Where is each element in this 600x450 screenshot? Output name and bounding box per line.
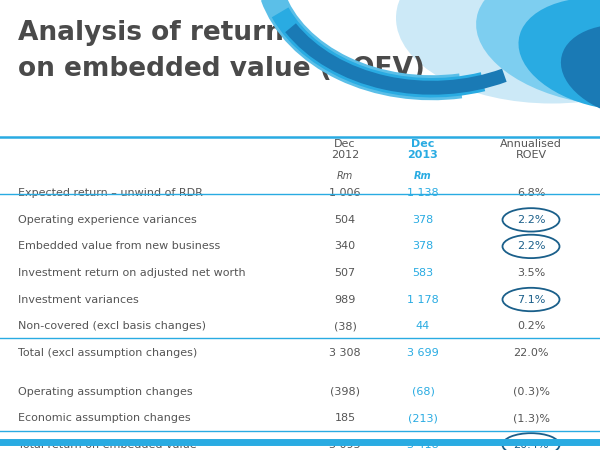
Text: 185: 185 [334,413,356,423]
Ellipse shape [561,24,600,120]
Text: 507: 507 [334,268,356,278]
Text: Operating assumption changes: Operating assumption changes [18,387,193,397]
Text: 6.8%: 6.8% [517,188,545,198]
Text: 2.2%: 2.2% [517,241,545,252]
Text: 3.5%: 3.5% [517,268,545,278]
Text: 44: 44 [416,321,430,331]
Text: 1 006: 1 006 [329,188,361,198]
Text: 3 699: 3 699 [407,347,439,358]
Text: 20.4%: 20.4% [513,440,549,450]
Ellipse shape [396,0,600,104]
Text: 378: 378 [412,215,434,225]
Text: 3 418: 3 418 [407,440,439,450]
Text: 989: 989 [334,294,356,305]
Text: Operating experience variances: Operating experience variances [18,215,197,225]
Ellipse shape [518,0,600,110]
Text: Total (excl assumption changes): Total (excl assumption changes) [18,347,197,358]
Text: Expected return – unwind of RDR: Expected return – unwind of RDR [18,188,203,198]
Text: 1 178: 1 178 [407,294,439,305]
Text: 0.2%: 0.2% [517,321,545,331]
Text: Non-covered (excl basis changes): Non-covered (excl basis changes) [18,321,206,331]
Text: 2.2%: 2.2% [517,215,545,225]
Text: Economic assumption changes: Economic assumption changes [18,413,191,423]
Text: Dec
2012: Dec 2012 [331,139,359,160]
Text: 378: 378 [412,241,434,252]
Text: Total return on embedded value: Total return on embedded value [18,440,197,450]
Text: Rm: Rm [414,171,432,181]
Text: 3 095: 3 095 [329,440,361,450]
Text: Dec
2013: Dec 2013 [407,139,439,160]
Ellipse shape [476,0,600,106]
Text: 583: 583 [412,268,434,278]
Text: 1 138: 1 138 [407,188,439,198]
Text: 340: 340 [334,241,356,252]
Text: (0.3)%: (0.3)% [512,387,550,397]
Text: Analysis of return: Analysis of return [18,20,284,46]
Text: Embedded value from new business: Embedded value from new business [18,241,220,252]
Text: (398): (398) [330,387,360,397]
Text: 22.0%: 22.0% [513,347,549,358]
Text: Investment variances: Investment variances [18,294,139,305]
Text: 504: 504 [334,215,356,225]
Text: (1.3)%: (1.3)% [512,413,550,423]
Text: Investment return on adjusted net worth: Investment return on adjusted net worth [18,268,245,278]
Text: on embedded value (ROEV): on embedded value (ROEV) [18,56,425,82]
Text: 3 308: 3 308 [329,347,361,358]
Text: 7.1%: 7.1% [517,294,545,305]
Text: Rm: Rm [337,171,353,181]
Text: (213): (213) [408,413,438,423]
Text: (68): (68) [412,387,434,397]
Text: (38): (38) [334,321,356,331]
Text: Annualised
ROEV: Annualised ROEV [500,139,562,160]
